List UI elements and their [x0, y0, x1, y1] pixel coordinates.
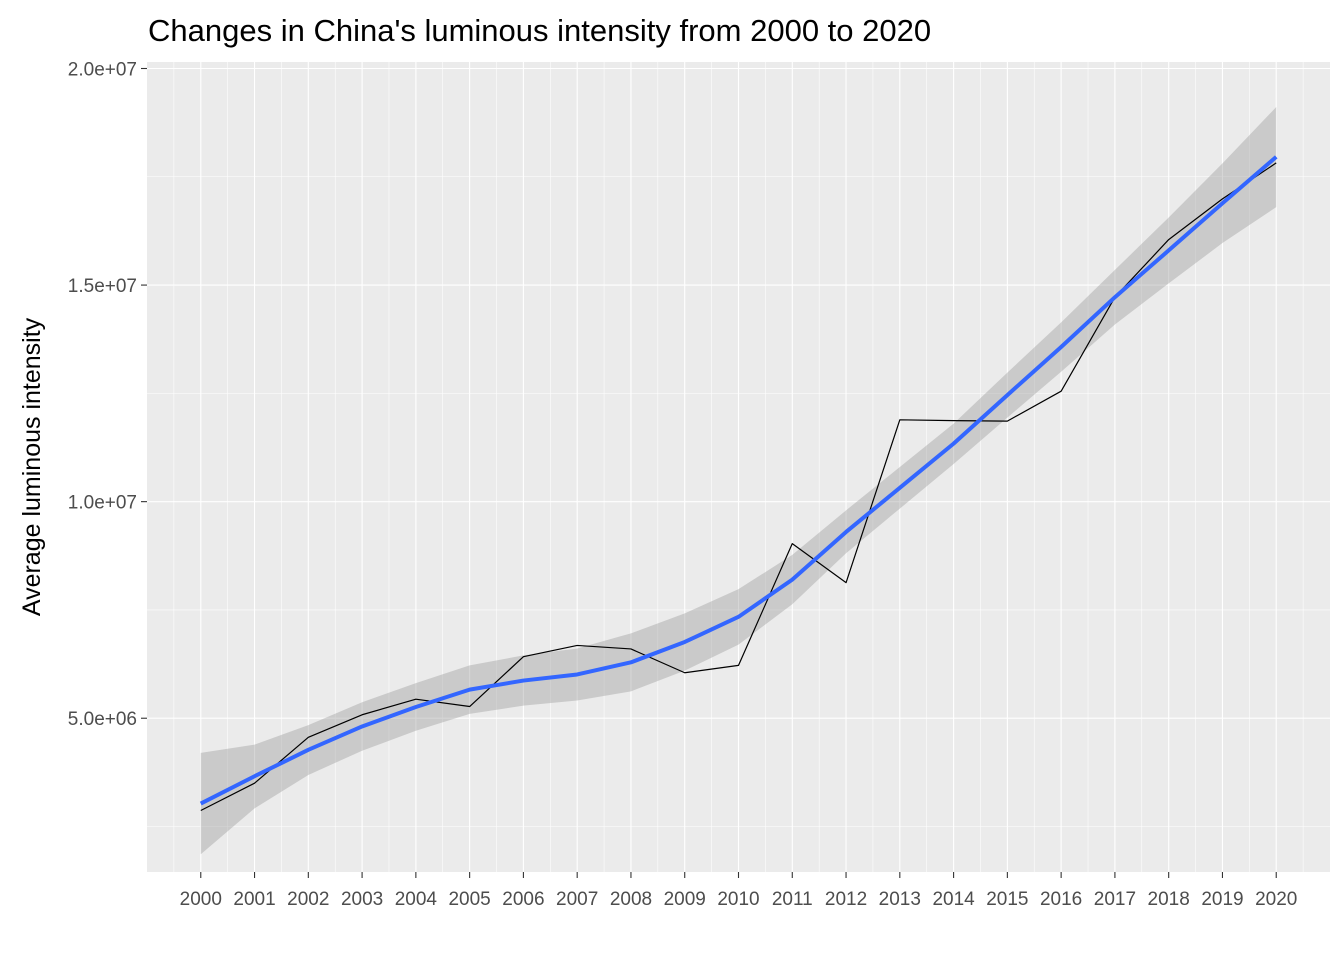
x-tick-label: 2013 — [879, 889, 921, 910]
x-tick-label: 2003 — [341, 889, 383, 910]
x-axis: 2000 2001 2002 2003 2004 2005 2006 2007 2008 2009… — [180, 872, 1297, 910]
confidence-band — [200, 107, 1277, 855]
x-tick-label: 2007 — [556, 889, 598, 910]
y-tick-label: 1.5e+07 — [68, 276, 137, 297]
x-tick-label: 2006 — [502, 889, 544, 910]
confidence-band-layer — [200, 107, 1277, 855]
x-tick-label: 2005 — [448, 889, 490, 910]
y-axis-label: Average luminous intensity — [18, 317, 46, 616]
x-tick-label: 2014 — [932, 889, 975, 910]
x-tick-label: 2017 — [1094, 889, 1136, 910]
x-tick-label: 2015 — [986, 889, 1028, 910]
y-tick-label: 5.0e+06 — [68, 709, 137, 730]
series-layer — [199, 155, 1278, 812]
x-tick-label: 2009 — [664, 889, 706, 910]
x-tick-label: 2001 — [233, 889, 275, 910]
x-tick-label: 2010 — [717, 889, 759, 910]
x-tick-label: 2018 — [1148, 889, 1190, 910]
y-axis: 5.0e+06 1.0e+07 1.5e+07 2.0e+07 — [68, 59, 147, 730]
x-tick-label: 2012 — [825, 889, 867, 910]
observed-series-line — [200, 162, 1277, 812]
chart-title: Changes in China's luminous intensity fr… — [148, 13, 931, 48]
y-tick-label: 2.0e+07 — [68, 59, 137, 80]
x-tick-label: 2004 — [395, 889, 438, 910]
smooth-trend-line — [199, 155, 1278, 806]
x-tick-label: 2008 — [610, 889, 652, 910]
x-tick-label: 2011 — [772, 889, 813, 910]
x-tick-label: 2002 — [287, 889, 329, 910]
x-tick-label: 2016 — [1040, 889, 1082, 910]
x-tick-label: 2000 — [180, 889, 222, 910]
y-tick-label: 1.0e+07 — [68, 493, 137, 514]
major-gridlines — [147, 62, 1330, 872]
x-tick-label: 2019 — [1201, 889, 1243, 910]
x-tick-label: 2020 — [1255, 889, 1297, 910]
